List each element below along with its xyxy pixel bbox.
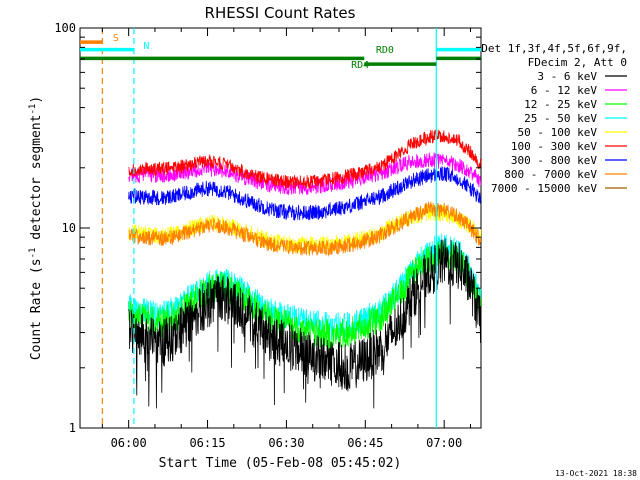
series-curve-300-800-kev [128, 165, 482, 222]
legend: Det 1f,3f,4f,5f,6f,9f, FDecim 2, Att 0 3… [481, 42, 627, 195]
x-tick-label: 07:00 [426, 436, 462, 450]
legend-label-25-50-kev: 25 - 50 keV [524, 112, 597, 125]
state-label-rd4: RD4 [351, 60, 369, 71]
y-tick-label: 1 [69, 421, 76, 435]
legend-label-7000-15000-kev: 7000 - 15000 keV [491, 182, 597, 195]
legend-label-100-300-kev: 100 - 300 keV [511, 140, 597, 153]
y-axis-label-main: Count Rate (s [29, 258, 44, 360]
y-axis-label-sup2: -1 [28, 104, 38, 115]
legend-label-12-25-kev: 12 - 25 keV [524, 98, 597, 111]
legend-label-3-6-kev: 3 - 6 keV [537, 70, 597, 83]
x-tick-label: 06:15 [189, 436, 225, 450]
legend-label-6-12-kev: 6 - 12 keV [531, 84, 598, 97]
x-tick-label: 06:00 [111, 436, 147, 450]
y-axis-label-close: ) [29, 96, 44, 104]
y-tick-label: 100 [54, 21, 76, 35]
y-axis-label: Count Rate (s-1 detector segment-1) [28, 96, 44, 360]
legend-label-300-800-kev: 300 - 800 keV [511, 154, 597, 167]
annotation-layer: S N RD0 RD4 [80, 28, 481, 428]
y-tick-label: 10 [62, 221, 76, 235]
plot-frame [79, 27, 482, 429]
series-curve-100-300-kev [128, 129, 482, 189]
footer-timestamp: 13-Oct-2021 18:38 [555, 469, 637, 478]
axis-ticks: 06:00 06:15 06:30 06:45 07:00 1 10 100 [54, 21, 481, 450]
y-axis-label-sup1: -1 [28, 248, 38, 259]
x-tick-label: 06:30 [268, 436, 304, 450]
legend-header-line-2: FDecim 2, Att 0 [528, 56, 627, 69]
y-axis-label-mid: detector segment [29, 115, 44, 248]
legend-label-50-100-kev: 50 - 100 keV [518, 126, 598, 139]
state-label-rd0: RD0 [376, 45, 394, 56]
state-label-n: N [143, 41, 149, 52]
series-curve-12-25-kev [128, 240, 482, 351]
legend-header-line-1: Det 1f,3f,4f,5f,6f,9f, [481, 42, 627, 55]
x-tick-label: 06:45 [347, 436, 383, 450]
series-curve-800-7000-kev [128, 201, 482, 257]
chart-title: RHESSI Count Rates [205, 4, 356, 22]
state-label-s: S [113, 33, 119, 44]
series-curve-3-6-kev [128, 238, 482, 409]
legend-label-800-7000-kev: 800 - 7000 keV [504, 168, 597, 181]
series-curves [128, 129, 482, 409]
x-axis-label: Start Time (05-Feb-08 05:45:02) [159, 456, 402, 471]
